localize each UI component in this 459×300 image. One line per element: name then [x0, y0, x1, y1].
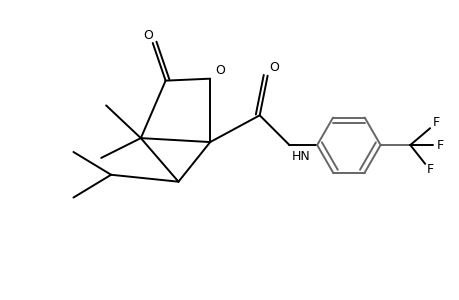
- Text: F: F: [425, 163, 433, 176]
- Text: F: F: [431, 116, 439, 129]
- Text: HN: HN: [291, 150, 309, 164]
- Text: O: O: [269, 61, 279, 74]
- Text: O: O: [143, 28, 152, 42]
- Text: F: F: [436, 139, 442, 152]
- Text: O: O: [215, 64, 224, 77]
